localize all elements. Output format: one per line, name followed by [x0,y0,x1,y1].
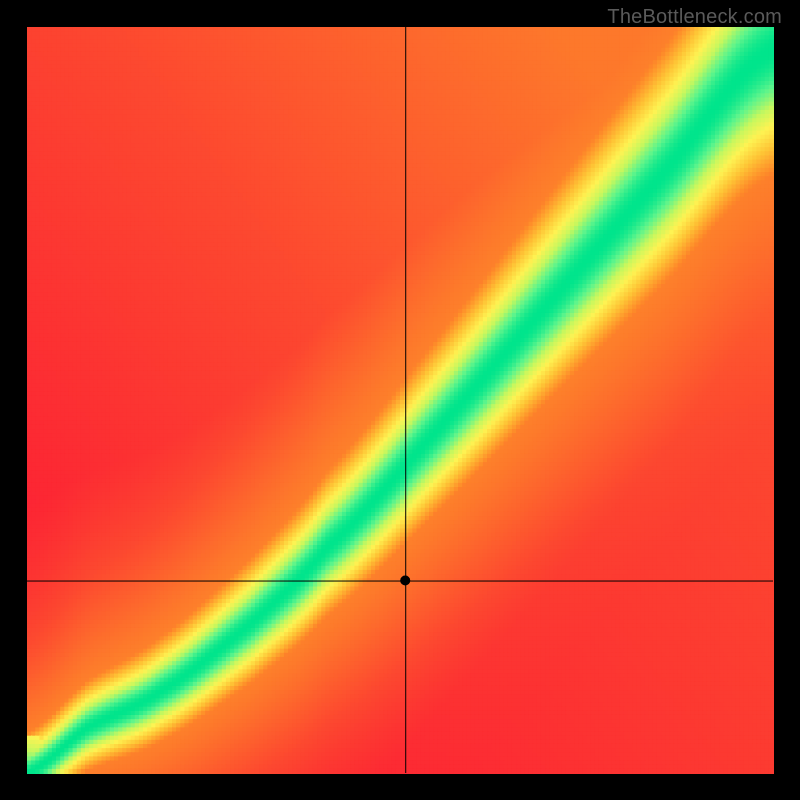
watermark-label: TheBottleneck.com [607,6,782,29]
bottleneck-heatmap [0,0,800,800]
chart-root: TheBottleneck.com [0,0,800,800]
